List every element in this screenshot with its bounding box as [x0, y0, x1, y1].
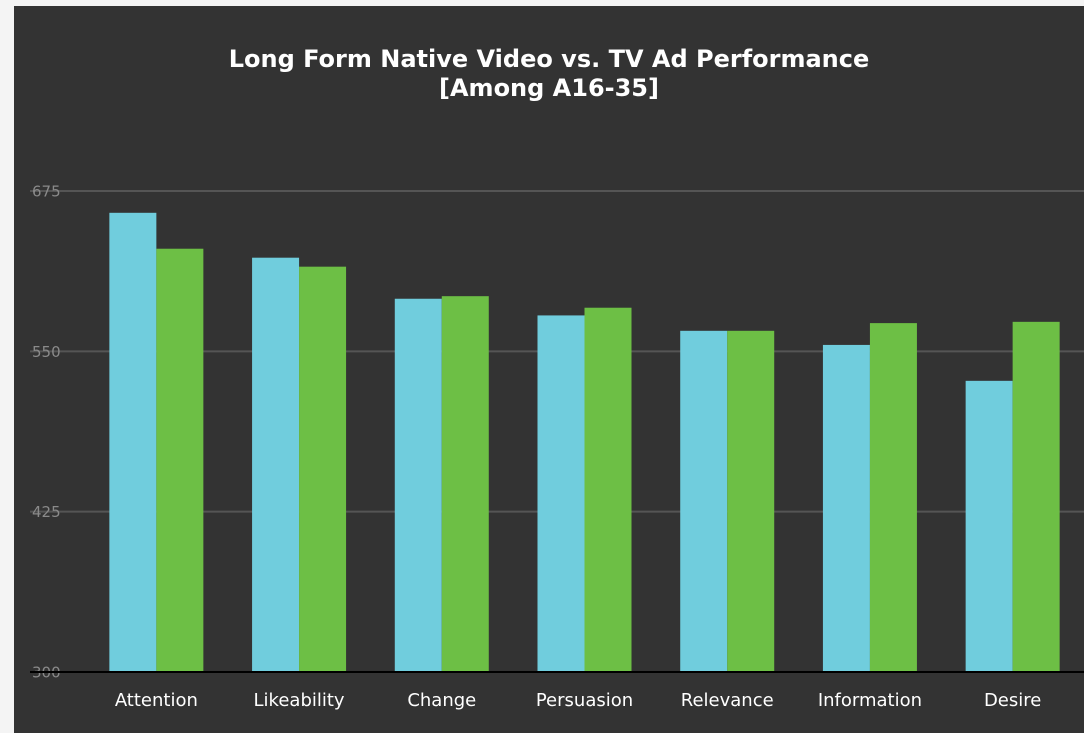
- bar: [109, 212, 157, 672]
- x-tick-label: Desire: [984, 690, 1041, 711]
- y-tick-label: 675: [32, 183, 61, 201]
- bar: [299, 266, 347, 672]
- y-tick-label: 425: [32, 503, 61, 521]
- bar: [252, 257, 300, 672]
- x-tick-label: Relevance: [681, 690, 774, 711]
- chart-subtitle: [Among A16-35]: [439, 74, 659, 102]
- x-tick-label: Attention: [115, 690, 198, 711]
- bar: [441, 296, 489, 672]
- bar: [869, 323, 917, 672]
- bar: [822, 344, 870, 672]
- bar: [727, 330, 775, 672]
- x-tick-label: Persuasion: [536, 690, 633, 711]
- bar: [156, 248, 204, 672]
- y-tick-label: 550: [32, 343, 61, 361]
- chart-title: Long Form Native Video vs. TV Ad Perform…: [229, 45, 870, 73]
- bar: [965, 380, 1013, 672]
- x-tick-label: Likeability: [254, 690, 345, 711]
- bar: [584, 307, 632, 672]
- bar: [537, 315, 585, 672]
- bar: [394, 298, 442, 672]
- x-tick-label: Change: [407, 690, 476, 711]
- bar: [1012, 321, 1060, 672]
- x-tick-label: Information: [818, 690, 922, 711]
- bar: [680, 330, 728, 672]
